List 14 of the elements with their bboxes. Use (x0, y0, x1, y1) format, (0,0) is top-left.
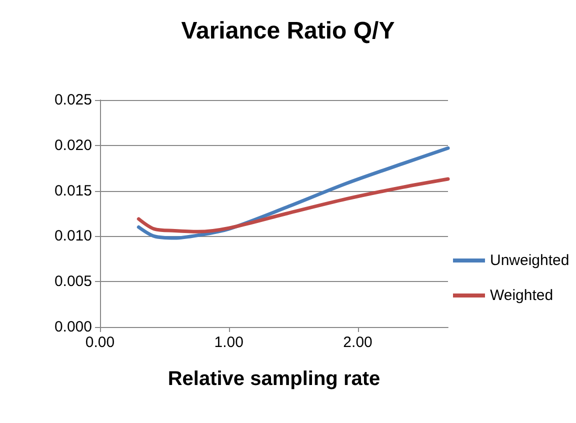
y-tick-label: 0.015 (54, 182, 92, 200)
legend-label: Weighted (490, 287, 554, 304)
legend-label: Unweighted (490, 252, 570, 269)
y-tick-label: 0.000 (54, 318, 92, 336)
y-tick-label: 0.005 (54, 273, 92, 290)
x-tick-label: 2.00 (343, 334, 372, 351)
y-tick-label: 0.020 (54, 136, 92, 154)
line-series (136, 177, 450, 234)
x-tick-label: 0.00 (85, 334, 115, 351)
x-tick-label: 1.00 (214, 334, 244, 351)
chart-title: Variance Ratio Q/Y (181, 18, 395, 44)
x-axis-title: Relative sampling rate (168, 368, 380, 390)
y-tick-label: 0.025 (54, 92, 92, 108)
y-tick-label: 0.010 (54, 228, 92, 245)
